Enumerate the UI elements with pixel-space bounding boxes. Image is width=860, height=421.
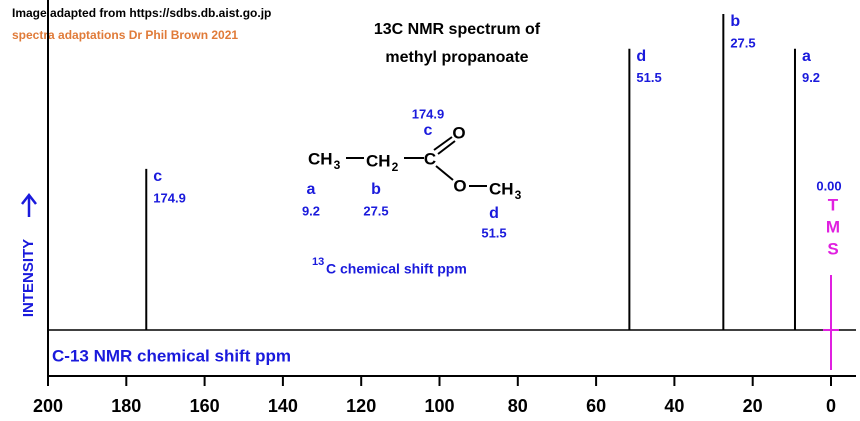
structure-shift: 9.2	[302, 203, 320, 218]
peak-letter: d	[636, 48, 646, 65]
peak-shift: 51.5	[636, 70, 661, 85]
peak-shift: 9.2	[802, 70, 820, 85]
x-tick-label: 0	[826, 396, 836, 416]
peak-letter: b	[730, 13, 740, 30]
structure-shift: 174.9	[412, 106, 445, 121]
x-tick-label: 20	[743, 396, 763, 416]
structure-bonds	[346, 136, 487, 187]
atom-subscript: 3	[515, 188, 522, 202]
x-tick-label: 100	[424, 396, 454, 416]
structure-letter: d	[489, 205, 499, 222]
structure-shift: 51.5	[481, 225, 506, 240]
peak-shift: 174.9	[153, 190, 186, 205]
intensity-arrow	[21, 192, 37, 217]
structure-letter: a	[307, 181, 316, 198]
credit: spectra adaptations Dr Phil Brown 2021	[12, 28, 238, 42]
tms-letter: M	[826, 217, 840, 236]
peak-letter: c	[153, 168, 162, 185]
x-tick-label: 60	[586, 396, 606, 416]
atom-subscript: 2	[392, 160, 399, 174]
tms-letter: T	[828, 195, 839, 214]
caption-superscript: 13	[312, 256, 324, 268]
tms-letter: S	[827, 239, 838, 258]
chart-title: methyl propanoate	[385, 49, 528, 66]
x-axis-label: C-13 NMR chemical shift ppm	[52, 346, 291, 365]
atom: CH	[489, 179, 514, 198]
atom: O	[453, 176, 466, 195]
x-tick-label: 120	[346, 396, 376, 416]
structure-letter: b	[371, 181, 381, 198]
atom: O	[452, 123, 465, 142]
caption: C chemical shift ppm	[326, 261, 467, 277]
structure-shift: 27.5	[363, 203, 388, 218]
atom: C	[424, 149, 436, 168]
x-tick-label: 80	[508, 396, 528, 416]
x-tick-label: 180	[111, 396, 141, 416]
atom: CH	[308, 149, 333, 168]
y-axis-label: INTENSITY	[20, 239, 37, 317]
peak-shift: 27.5	[730, 35, 755, 50]
atom: CH	[366, 151, 391, 170]
x-tick-label: 160	[190, 396, 220, 416]
structure-letter: c	[424, 122, 433, 139]
x-tick-label: 140	[268, 396, 298, 416]
chart-title: 13C NMR spectrum of	[374, 21, 541, 38]
tms-shift: 0.00	[816, 178, 841, 193]
x-tick-label: 200	[33, 396, 63, 416]
atom-subscript: 3	[334, 158, 341, 172]
x-tick-label: 40	[664, 396, 684, 416]
source: Image adapted from https://sdbs.db.aist.…	[12, 6, 271, 20]
peak-letter: a	[802, 48, 811, 65]
